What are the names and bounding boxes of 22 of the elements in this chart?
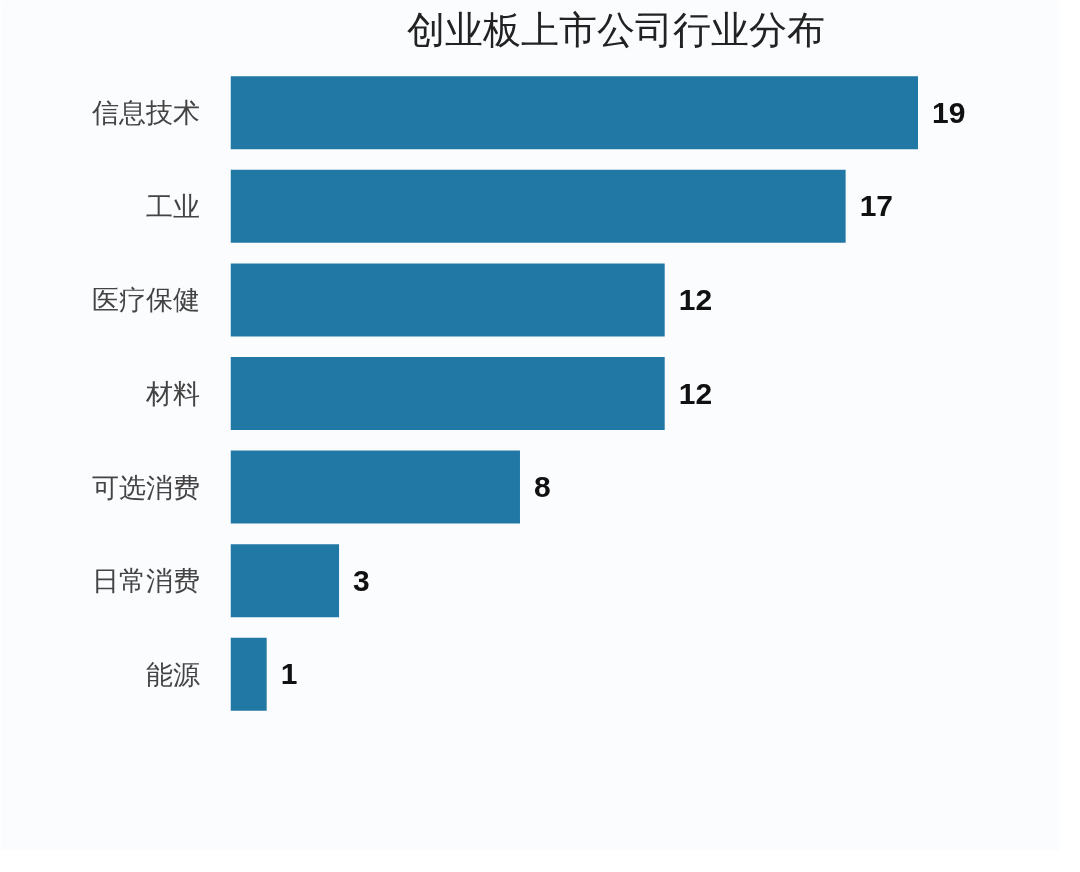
data-label: 12: [678, 282, 713, 316]
chart-title: 创业板上市公司行业分布: [406, 7, 825, 52]
data-label: 19: [932, 95, 966, 129]
bar: [230, 544, 340, 618]
y-tick-label: 材料: [144, 378, 200, 409]
data-label: 8: [533, 470, 551, 504]
y-tick-label: 信息技术: [91, 97, 200, 129]
bar: [230, 356, 665, 431]
y-tick-label: 工业: [145, 190, 200, 222]
y-tick-label: 能源: [145, 658, 200, 690]
bar: [230, 169, 846, 243]
bar: [230, 450, 520, 524]
y-tick-label: 可选消费: [91, 471, 200, 503]
data-label: 17: [859, 189, 894, 223]
bar: [230, 76, 918, 150]
data-label: 3: [353, 563, 370, 597]
y-tick-label: 医疗保健: [91, 284, 200, 316]
bar: [230, 263, 665, 337]
bar: [230, 637, 267, 711]
y-tick-label: 日常消费: [91, 565, 200, 597]
data-label: 12: [678, 376, 713, 410]
data-label: 1: [280, 657, 298, 691]
